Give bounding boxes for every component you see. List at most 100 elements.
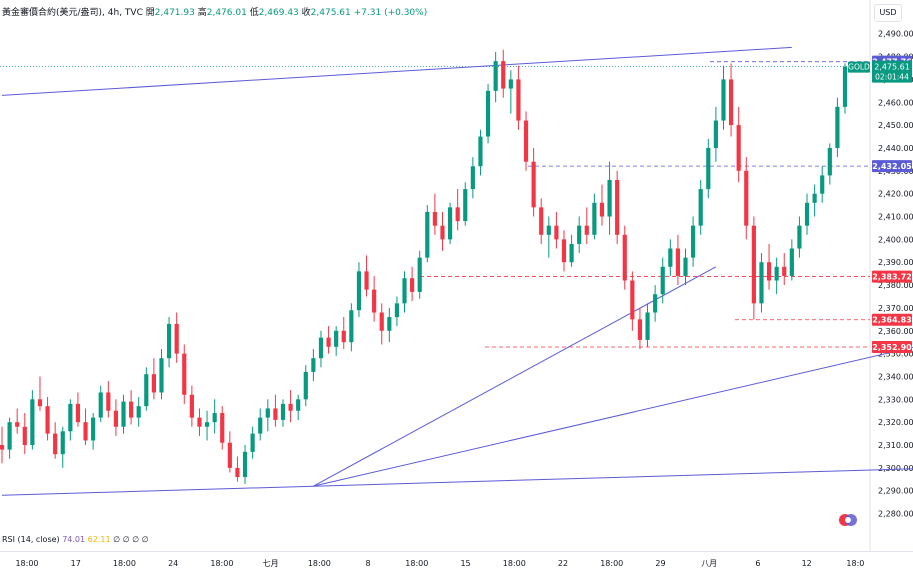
price-level-label: 2,432.05	[872, 162, 912, 171]
candle-body	[523, 120, 529, 162]
y-tick-label: 2,450.00	[878, 121, 913, 130]
candle-body	[121, 401, 126, 427]
candle-body	[789, 248, 794, 276]
y-tick-label: 2,390.00	[878, 258, 913, 267]
candle-body	[83, 422, 88, 441]
x-tick-label: 6	[755, 559, 760, 568]
symbol-tag-label: GOLD	[848, 63, 870, 72]
candle-body	[577, 225, 582, 244]
rsi-legend[interactable]: RSI (14, close) 74.01 62.11 ∅ ∅ ∅ ∅	[2, 535, 149, 544]
candle-body	[402, 278, 407, 304]
x-tick-label: 12	[802, 559, 812, 568]
candle-body	[485, 90, 491, 137]
y-tick-label: 2,340.00	[878, 372, 913, 381]
low-label: 低	[249, 8, 259, 18]
candle-body	[372, 289, 377, 313]
rsi-extra-1: ∅	[113, 535, 121, 544]
price-level-tag	[872, 160, 912, 173]
candle-body	[106, 392, 111, 411]
candle-body	[425, 211, 430, 258]
candle-body	[455, 207, 460, 222]
candle-body	[660, 266, 665, 295]
change-value: +7.31 (+0.30%)	[353, 8, 428, 18]
candle-body	[478, 136, 483, 167]
x-tick-label: 18:00	[308, 559, 331, 568]
y-tick-label: 2,370.00	[878, 304, 913, 313]
close-value: 2,475.61	[310, 8, 351, 18]
symbol-title: 黃金審價合約(美元/盎司), 4h, TVC	[2, 8, 143, 18]
rsi-extra-4: ∅	[141, 535, 149, 544]
candle-body	[470, 166, 475, 190]
x-tick-label: 18:00	[405, 559, 428, 568]
candle-body	[531, 161, 536, 208]
rsi-ma-value: 62.11	[87, 535, 111, 544]
candle-body	[569, 243, 574, 263]
candle-body	[204, 422, 210, 427]
y-tick-label: 2,400.00	[878, 235, 913, 244]
price-level-label: 2,364.83	[872, 316, 911, 325]
candle-body	[326, 337, 331, 347]
candle-body	[668, 248, 673, 267]
candle-body	[220, 413, 225, 443]
y-tick-label: 2,300.00	[878, 464, 913, 473]
candle-body	[691, 225, 696, 258]
candle-body	[60, 431, 65, 455]
candle-body	[713, 120, 718, 148]
candle-body	[592, 202, 597, 235]
candle-body	[493, 61, 498, 91]
candle-body	[189, 394, 194, 418]
y-tick-label: 2,380.00	[878, 281, 913, 290]
candle-body	[463, 189, 468, 222]
candle-body	[645, 312, 650, 340]
candle-body	[615, 179, 620, 235]
currency-button[interactable]: USD	[874, 4, 902, 22]
candle-body	[303, 371, 308, 400]
x-tick-label: 22	[558, 559, 568, 568]
x-tick-label: 15	[460, 559, 470, 568]
candle-body	[827, 147, 832, 176]
x-tick-label: 18:00	[503, 559, 526, 568]
candle-body	[288, 403, 293, 411]
candle-body	[728, 79, 734, 126]
candle-body	[91, 417, 96, 441]
pane-separator[interactable]	[0, 551, 913, 552]
candle-body	[22, 426, 27, 446]
candle-body	[182, 353, 187, 395]
candle-body	[766, 262, 772, 281]
symbol-header: 黃金審價合約(美元/盎司), 4h, TVC 開2,471.93 高2,476.…	[2, 5, 427, 18]
candle-body	[599, 202, 605, 217]
candle-body	[311, 358, 316, 372]
trendline	[313, 346, 913, 487]
candle-body	[842, 66, 848, 107]
candle-body	[698, 189, 703, 226]
candle-body	[113, 410, 119, 427]
x-tick-label: 18:00	[15, 559, 38, 568]
candle-body	[197, 417, 202, 427]
y-tick-label: 2,320.00	[878, 418, 913, 427]
countdown-label: 02:01:44	[875, 73, 909, 82]
candle-body	[812, 193, 817, 203]
high-value: 2,476.01	[206, 8, 247, 18]
candle-body	[440, 225, 445, 240]
candle-body	[227, 442, 232, 468]
x-tick-label: 18:00	[600, 559, 623, 568]
candle-body	[356, 271, 362, 311]
candle-body	[364, 271, 369, 290]
x-tick-label: 29	[655, 559, 665, 568]
candle-body	[136, 406, 141, 418]
candle-body	[273, 408, 278, 420]
candle-body	[98, 392, 103, 418]
candle-body	[774, 266, 779, 281]
x-tick-label: 18:0	[846, 559, 864, 568]
candle-body	[15, 422, 20, 427]
candle-body	[75, 403, 81, 423]
candle-body	[45, 406, 50, 434]
rsi-value: 74.01	[62, 535, 86, 544]
candle-body	[820, 175, 825, 194]
candle-body	[683, 257, 688, 276]
trendline	[1, 468, 913, 496]
candle-body	[751, 225, 756, 304]
candle-body	[53, 433, 58, 455]
